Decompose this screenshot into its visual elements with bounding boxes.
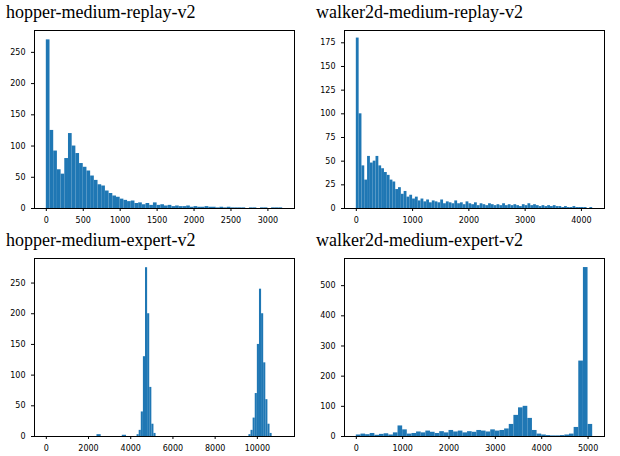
svg-text:50: 50	[15, 401, 25, 410]
svg-text:4000: 4000	[571, 216, 591, 225]
svg-text:2500: 2500	[221, 216, 241, 225]
svg-text:400: 400	[320, 311, 335, 320]
svg-text:2000: 2000	[459, 216, 479, 225]
svg-text:4000: 4000	[532, 444, 552, 453]
svg-text:500: 500	[76, 216, 91, 225]
svg-text:25: 25	[325, 180, 335, 189]
svg-text:1000: 1000	[392, 444, 412, 453]
svg-text:10000: 10000	[245, 444, 270, 453]
svg-text:75: 75	[325, 133, 335, 142]
svg-text:175: 175	[320, 38, 335, 47]
svg-text:1000: 1000	[402, 216, 422, 225]
svg-text:1000: 1000	[110, 216, 130, 225]
svg-text:200: 200	[320, 372, 335, 381]
svg-text:2000: 2000	[184, 216, 204, 225]
svg-text:6000: 6000	[163, 444, 183, 453]
svg-text:2000: 2000	[78, 444, 98, 453]
svg-text:3000: 3000	[485, 444, 505, 453]
svg-text:0: 0	[330, 204, 335, 213]
svg-text:200: 200	[10, 79, 25, 88]
svg-text:4000: 4000	[121, 444, 141, 453]
svg-text:3000: 3000	[258, 216, 278, 225]
svg-text:250: 250	[10, 48, 25, 57]
svg-text:200: 200	[10, 309, 25, 318]
svg-text:100: 100	[320, 109, 335, 118]
svg-text:100: 100	[320, 402, 335, 411]
svg-text:300: 300	[320, 342, 335, 351]
svg-text:125: 125	[320, 86, 335, 95]
svg-text:0: 0	[330, 432, 335, 441]
svg-text:150: 150	[320, 62, 335, 71]
svg-text:8000: 8000	[205, 444, 225, 453]
svg-text:0: 0	[354, 444, 359, 453]
svg-text:50: 50	[325, 157, 335, 166]
svg-text:0: 0	[354, 216, 359, 225]
svg-text:50: 50	[15, 173, 25, 182]
svg-text:0: 0	[44, 444, 49, 453]
svg-text:250: 250	[10, 279, 25, 288]
svg-text:3000: 3000	[515, 216, 535, 225]
svg-text:0: 0	[44, 216, 49, 225]
html-text:hopper-medium-expert-v2: hopper-medium-expert-v2	[6, 230, 196, 250]
svg-text:100: 100	[10, 142, 25, 151]
svg-text:0: 0	[20, 204, 25, 213]
svg-text:150: 150	[10, 340, 25, 349]
svg-text:500: 500	[320, 281, 335, 290]
svg-text:1500: 1500	[147, 216, 167, 225]
html-text:walker2d-medium-expert-v2: walker2d-medium-expert-v2	[316, 230, 523, 250]
html-text:walker2d-medium-replay-v2: walker2d-medium-replay-v2	[316, 2, 523, 22]
html-text:hopper-medium-replay-v2: hopper-medium-replay-v2	[6, 2, 196, 22]
svg-text:150: 150	[10, 110, 25, 119]
svg-text:0: 0	[20, 432, 25, 441]
svg-text:2000: 2000	[439, 444, 459, 453]
svg-text:5000: 5000	[578, 444, 598, 453]
svg-text:100: 100	[10, 371, 25, 380]
